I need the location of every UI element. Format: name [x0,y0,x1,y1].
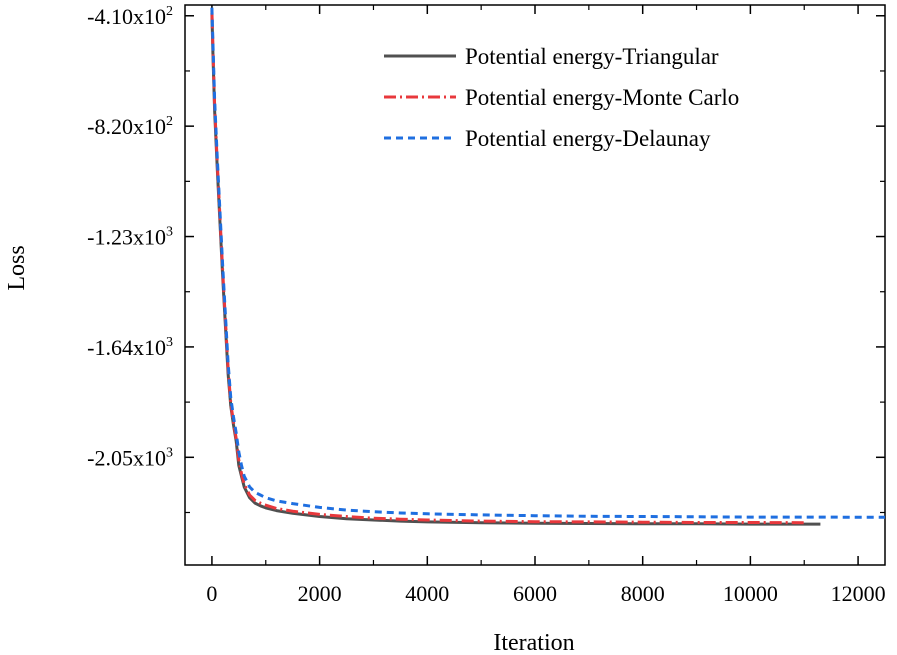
series-line-3 [210,7,886,519]
x-tick-label: 4000 [405,581,449,606]
y-tick-label: -1.23x103 [87,225,173,250]
x-tick-label: 8000 [621,581,665,606]
y-tick-label: -4.10x102 [87,4,173,29]
x-tick-label: 12000 [831,581,886,606]
x-tick-label: 2000 [298,581,342,606]
x-tick-label: 0 [206,581,217,606]
x-tick-label: 10000 [723,581,778,606]
y-axis-ticks: -4.10x102 -8.20x102 -1.23x103 -1.64x103 -2.0… [87,4,885,514]
legend-label-1: Potential energy-Triangular [465,44,719,69]
y-tick-label: -1.64x103 [87,335,173,360]
x-axis-ticks: 0 2000 4000 6000 8000 10000 12000 [206,5,886,606]
y-axis-title: Loss [4,245,30,290]
legend-label-3: Potential energy-Delaunay [465,126,711,151]
y-tick-label: -2.05x103 [87,445,173,470]
x-tick-label: 6000 [513,581,557,606]
series-line-2 [210,10,805,525]
legend-label-2: Potential energy-Monte Carlo [465,85,739,110]
legend: Potential energy-Triangular Potential ene… [384,44,739,151]
x-axis-title: Iteration [493,630,574,655]
y-tick-label: -8.20x102 [87,114,173,139]
series-line-1 [210,13,821,526]
series-layer [210,7,886,526]
